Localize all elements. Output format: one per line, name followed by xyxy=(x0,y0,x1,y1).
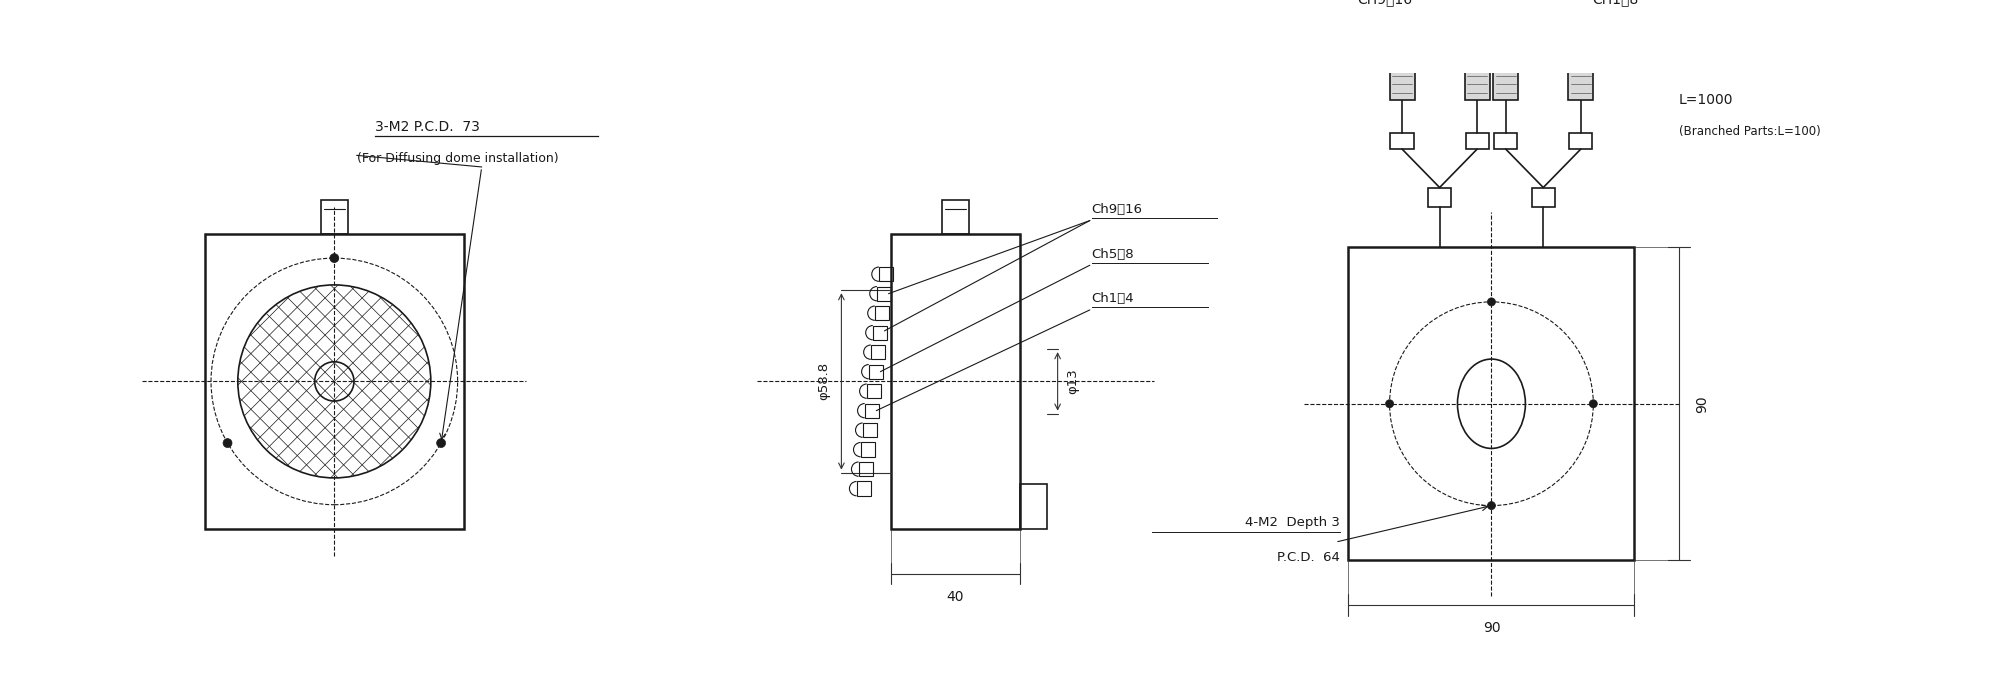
Text: φ58.8: φ58.8 xyxy=(818,363,830,400)
Bar xyxy=(870,345,886,359)
Bar xyxy=(868,365,884,379)
Bar xyxy=(1532,188,1554,207)
Text: CH9～16: CH9～16 xyxy=(1358,0,1412,6)
Bar xyxy=(1570,133,1592,149)
Bar xyxy=(942,200,968,234)
Bar xyxy=(1568,66,1594,100)
Circle shape xyxy=(224,439,232,447)
Bar xyxy=(204,234,464,528)
Bar xyxy=(1428,188,1452,207)
Text: Ch5～8: Ch5～8 xyxy=(1092,248,1134,261)
Text: (For Diffusing dome installation): (For Diffusing dome installation) xyxy=(356,152,558,164)
Bar xyxy=(1466,133,1488,149)
Text: (Branched Parts:L=100): (Branched Parts:L=100) xyxy=(1680,125,1820,138)
Bar xyxy=(890,234,1020,528)
Circle shape xyxy=(1590,400,1598,408)
Bar xyxy=(878,267,894,281)
Circle shape xyxy=(436,439,446,447)
Bar xyxy=(1348,247,1634,560)
Text: 4-M2  Depth 3: 4-M2 Depth 3 xyxy=(1244,516,1340,528)
Circle shape xyxy=(1488,502,1496,510)
Bar xyxy=(1494,133,1518,149)
Bar xyxy=(864,403,880,418)
Text: 3-M2 P.C.D.  73: 3-M2 P.C.D. 73 xyxy=(374,120,480,134)
Text: 90: 90 xyxy=(1696,395,1710,412)
Bar xyxy=(1464,66,1490,100)
Text: P.C.D.  64: P.C.D. 64 xyxy=(1276,551,1340,564)
Bar xyxy=(320,200,348,234)
Circle shape xyxy=(1386,400,1394,408)
Circle shape xyxy=(1488,298,1496,306)
Bar xyxy=(862,423,876,438)
Bar xyxy=(1020,484,1046,528)
Text: L=1000: L=1000 xyxy=(1680,93,1734,107)
Bar xyxy=(856,482,870,496)
Text: CH1～8: CH1～8 xyxy=(1592,0,1638,6)
Circle shape xyxy=(330,253,338,262)
Bar xyxy=(874,306,890,321)
Text: φ13: φ13 xyxy=(1066,368,1080,394)
Bar xyxy=(860,442,874,457)
Bar xyxy=(1390,66,1414,100)
Text: 90: 90 xyxy=(1482,621,1500,635)
Text: Ch1～4: Ch1～4 xyxy=(1092,293,1134,305)
Bar xyxy=(858,462,872,476)
Bar xyxy=(866,384,882,398)
Bar xyxy=(1494,66,1518,100)
Bar xyxy=(1390,133,1414,149)
Text: 40: 40 xyxy=(946,589,964,603)
Text: Ch9～16: Ch9～16 xyxy=(1092,203,1142,216)
Bar xyxy=(872,326,888,340)
Bar xyxy=(876,286,892,301)
